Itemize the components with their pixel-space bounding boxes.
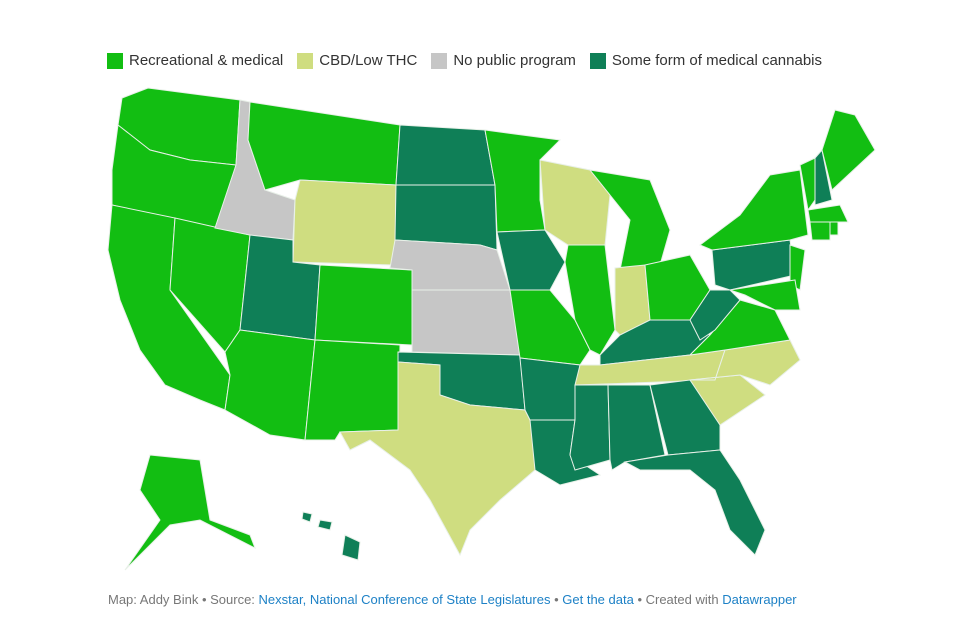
legend-swatch xyxy=(589,52,606,69)
map-credit: Map: Addy Bink xyxy=(108,592,199,607)
legend-label: Some form of medical cannabis xyxy=(611,52,823,69)
legend-item-recreational: Recreational & medical xyxy=(107,52,283,69)
state-nm[interactable] xyxy=(304,339,401,441)
state-wy[interactable] xyxy=(292,179,397,266)
datawrapper-link[interactable]: Datawrapper xyxy=(722,592,797,607)
legend: Recreational & medical CBD/Low THC No pu… xyxy=(107,52,822,69)
footer: Map: Addy Bink • Source: Nexstar, Nation… xyxy=(108,592,797,607)
legend-label: No public program xyxy=(453,52,576,69)
created-label: Created with xyxy=(645,592,723,607)
state-mt[interactable] xyxy=(247,101,401,191)
state-md[interactable] xyxy=(729,279,801,311)
state-sd[interactable] xyxy=(394,184,498,251)
state-ks[interactable] xyxy=(411,289,521,356)
legend-item-medical: Some form of medical cannabis xyxy=(589,52,823,69)
separator: • xyxy=(633,592,646,607)
source-link[interactable]: Nexstar, National Conference of State Le… xyxy=(258,592,551,607)
separator: • xyxy=(550,592,563,607)
state-nj[interactable] xyxy=(789,244,806,291)
state-il[interactable] xyxy=(564,244,616,356)
legend-label: CBD/Low THC xyxy=(319,52,418,69)
state-co[interactable] xyxy=(314,264,413,346)
state-ct[interactable] xyxy=(809,221,831,241)
state-wv[interactable] xyxy=(689,289,741,341)
state-az[interactable] xyxy=(224,329,316,441)
state-ak[interactable] xyxy=(124,454,256,571)
state-hi-island[interactable] xyxy=(317,519,333,531)
state-ny[interactable] xyxy=(699,169,809,251)
state-ri[interactable] xyxy=(829,221,839,236)
state-ar[interactable] xyxy=(519,357,581,421)
state-mn[interactable] xyxy=(484,129,562,233)
state-ms[interactable] xyxy=(569,384,611,471)
state-fl[interactable] xyxy=(623,449,766,556)
separator: • xyxy=(198,592,211,607)
state-ma[interactable] xyxy=(807,204,849,223)
get-data-link[interactable]: Get the data xyxy=(562,592,634,607)
legend-item-none: No public program xyxy=(431,52,576,69)
legend-swatch xyxy=(297,52,314,69)
state-nh[interactable] xyxy=(814,148,833,206)
state-nd[interactable] xyxy=(395,124,496,186)
source-label: Source: xyxy=(210,592,259,607)
state-hi[interactable] xyxy=(341,534,361,561)
legend-swatch xyxy=(107,52,123,69)
legend-label: Recreational & medical xyxy=(129,52,284,69)
state-hi-island[interactable] xyxy=(301,511,313,523)
legend-swatch xyxy=(431,52,448,69)
state-me[interactable] xyxy=(821,109,876,191)
state-ia[interactable] xyxy=(496,229,566,291)
legend-item-cbd: CBD/Low THC xyxy=(297,52,417,69)
